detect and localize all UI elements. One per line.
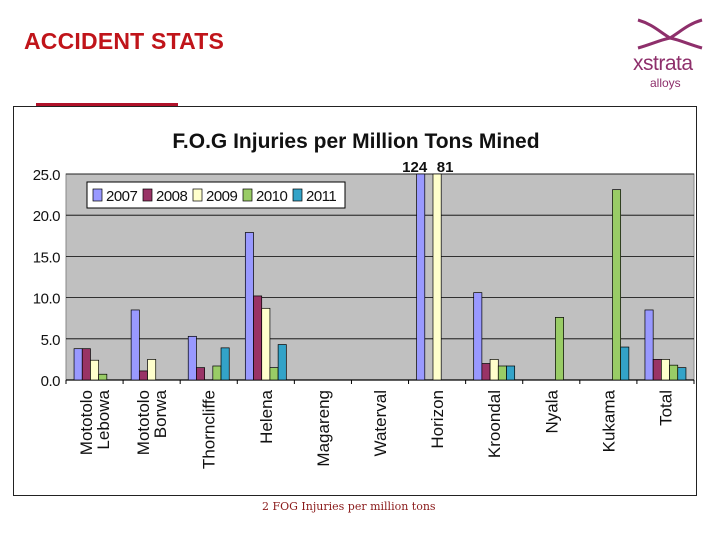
bar	[147, 359, 157, 381]
bar	[416, 173, 426, 381]
y-tick-label: 5.0	[41, 332, 61, 349]
legend-swatch	[192, 188, 203, 202]
legend-label: 2009	[206, 188, 238, 205]
category-label: Magareng	[314, 390, 333, 467]
legend-label: 2007	[106, 188, 138, 205]
bar	[212, 365, 222, 381]
category-label: Borwa	[151, 389, 170, 438]
bar	[73, 348, 83, 381]
legend-swatch	[92, 188, 103, 202]
legend-swatch	[292, 188, 303, 202]
bar	[489, 359, 499, 381]
bar	[138, 370, 148, 381]
legend-swatch	[242, 188, 253, 202]
category-label: Lebowa	[94, 389, 113, 449]
bar-chart: F.O.G Injuries per Million Tons Mined 0.0…	[33, 130, 695, 469]
bar-annotation: 81	[437, 159, 454, 176]
bar	[497, 365, 507, 381]
bar	[506, 365, 516, 381]
logo-subtitle: alloys	[650, 76, 681, 90]
logo-wordmark: xstrata	[633, 52, 693, 75]
chart-title: F.O.G Injuries per Million Tons Mined	[172, 130, 539, 153]
category-label: Horizon	[428, 390, 447, 449]
bar	[661, 359, 670, 381]
bar	[277, 344, 287, 381]
y-tick-label: 15.0	[33, 249, 60, 266]
bar	[473, 292, 483, 381]
bar	[261, 307, 271, 381]
bar	[244, 232, 254, 381]
bar	[669, 364, 679, 381]
bar	[555, 317, 564, 381]
category-label: Kroondal	[485, 390, 504, 458]
y-tick-label: 25.0	[33, 167, 60, 184]
bar	[620, 346, 630, 381]
bar	[130, 309, 140, 381]
category-label: Thorncliffe	[200, 390, 219, 469]
slide-title: ACCIDENT STATS	[24, 28, 224, 54]
category-label: Nyala	[542, 389, 561, 433]
xstrata-logo-icon	[637, 18, 703, 50]
category-label: Mototolo	[77, 390, 96, 455]
bar	[644, 309, 654, 381]
bar	[187, 335, 197, 381]
bar	[269, 367, 279, 381]
bar	[220, 347, 230, 381]
category-label: Mototolo	[134, 390, 153, 455]
bar	[652, 359, 662, 381]
bar	[196, 367, 205, 381]
legend-swatch	[142, 188, 153, 202]
category-label: Total	[656, 390, 675, 426]
bar	[677, 367, 687, 381]
bar	[90, 359, 99, 381]
bar	[253, 295, 263, 381]
y-tick-label: 20.0	[33, 208, 60, 225]
category-label: Helena	[257, 389, 276, 443]
legend-label: 2011	[306, 188, 336, 205]
bar	[612, 189, 622, 381]
bar	[98, 373, 108, 381]
bar	[432, 173, 442, 381]
legend-label: 2008	[156, 188, 188, 205]
chart-frame: F.O.G Injuries per Million Tons Mined 0.0…	[13, 106, 697, 496]
y-tick-label: 0.0	[41, 373, 61, 390]
legend-label: 2010	[256, 188, 288, 205]
bar	[81, 348, 91, 381]
category-label: Waterval	[371, 390, 390, 456]
category-label: Kukama	[599, 389, 618, 452]
y-tick-label: 10.0	[33, 291, 60, 308]
bar-annotation: 124	[402, 159, 428, 176]
footnote: 2 FOG Injuries per million tons	[262, 500, 436, 513]
bar	[481, 363, 491, 381]
title-accent-bar	[36, 103, 178, 106]
